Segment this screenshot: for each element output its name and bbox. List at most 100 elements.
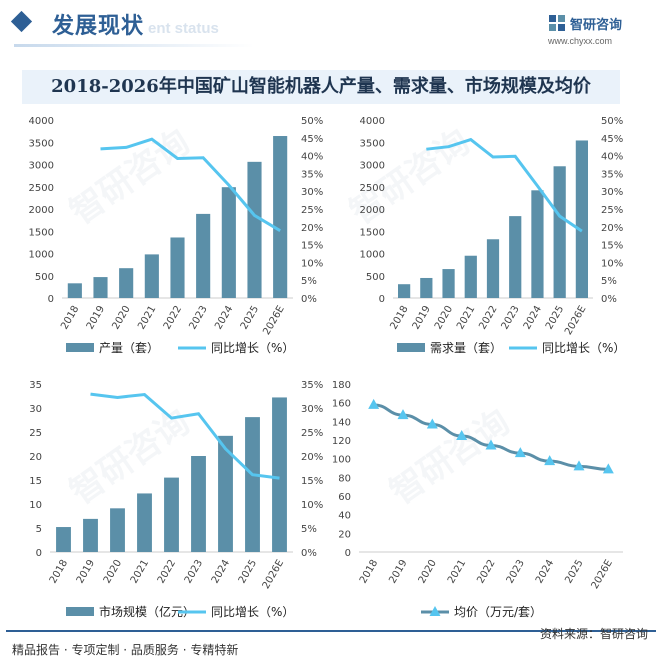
- section-header: 发展现状 ent status: [0, 0, 662, 56]
- growth-rate-line: [100, 137, 281, 233]
- y2-axis-tick-label: 20%: [301, 223, 323, 234]
- legend-label: 产量（套）: [99, 341, 159, 355]
- price-marker: [544, 455, 556, 466]
- y2-axis-tick-label: 25%: [301, 205, 323, 216]
- y2-axis-tick-label: 0%: [601, 294, 617, 305]
- x-axis-tick-label: 2023: [505, 558, 527, 586]
- x-axis-tick-label: 2019: [387, 558, 409, 586]
- bar: [144, 254, 159, 298]
- brand: 智研咨询 www.chyxx.com: [548, 14, 648, 50]
- bar: [170, 237, 185, 298]
- section-title: 发展现状: [52, 13, 145, 39]
- bar: [196, 213, 211, 298]
- legend-label: 同比增长（%）: [211, 605, 294, 619]
- bar: [245, 417, 260, 552]
- y2-axis-tick-label: 30%: [601, 187, 623, 198]
- section-underline: [14, 44, 254, 47]
- y-axis-tick-label: 120: [332, 436, 351, 447]
- y-axis-tick-label: 30: [29, 404, 42, 415]
- y-axis-tick-label: 500: [35, 272, 54, 283]
- bar: [56, 527, 71, 552]
- x-axis-tick-label: 2018: [388, 304, 410, 332]
- x-axis-tick-label: 2022: [477, 304, 499, 332]
- x-axis-tick-label: 2020: [417, 558, 439, 586]
- x-axis-tick-label: 2018: [59, 304, 81, 332]
- production-chart: 0 500 1000 1500 2000 2500 3000 3500 4000 0% 5% 10% 1…: [29, 116, 324, 355]
- x-axis-tick-label: 2021: [455, 304, 477, 332]
- x-axis-tick-label: 2022: [162, 304, 184, 332]
- y2-axis-tick-label: 15%: [601, 241, 623, 252]
- y2-axis-tick-label: 50%: [301, 116, 323, 127]
- x-axis-tick-label: 2019: [411, 304, 433, 332]
- footer: 精品报告 · 专项定制 · 品质服务 · 专精特新 资料来源：智研咨询: [0, 627, 662, 664]
- y2-axis-tick-label: 50%: [601, 116, 623, 127]
- y2-axis-tick-label: 30%: [301, 404, 323, 415]
- x-axis-tick-label: 2024: [522, 304, 544, 332]
- bar: [110, 508, 125, 552]
- y2-axis-tick-label: 15%: [301, 476, 323, 487]
- x-axis-tick-label: 2020: [102, 558, 124, 586]
- price-marker: [368, 398, 380, 409]
- main-title: 2018-2026年中国矿山智能机器人产量、需求量、市场规模及均价: [22, 70, 620, 104]
- footer-divider: [6, 630, 656, 632]
- bar: [191, 456, 206, 552]
- brand-logo-icon: [549, 15, 565, 31]
- y-axis-tick-label: 1500: [360, 227, 385, 238]
- market-size-chart: 051015202530350%5%10%15%20%25%30%35%2018…: [29, 380, 323, 619]
- legend-bar-swatch: [66, 607, 94, 616]
- avg-price-chart: 0 20 40 60 80 100 120 140 160 180 2018 2019 2020 2021…: [332, 380, 623, 619]
- bar: [420, 277, 433, 298]
- bar: [67, 283, 82, 298]
- y2-axis-tick-label: 0%: [301, 294, 317, 305]
- brand-name: 智研咨询: [570, 18, 623, 33]
- y-axis-tick-label: 500: [366, 272, 385, 283]
- avg-price-line: [373, 403, 609, 471]
- y2-axis-tick-label: 35%: [301, 169, 323, 180]
- bar: [247, 161, 262, 298]
- y2-axis-tick-label: 30%: [301, 187, 323, 198]
- x-axis-tick-label: 2025: [237, 558, 259, 586]
- y-axis-tick-label: 100: [332, 455, 351, 466]
- x-axis-tick-label: 2019: [75, 558, 97, 586]
- y2-axis-tick-label: 45%: [301, 134, 323, 145]
- legend-bar-swatch: [397, 343, 425, 352]
- bar: [137, 493, 152, 552]
- y-axis-tick-label: 2000: [29, 205, 54, 216]
- y-axis-tick-label: 20: [338, 529, 351, 540]
- legend-label: 同比增长（%）: [542, 341, 625, 355]
- y-axis-tick-label: 140: [332, 417, 351, 428]
- y-axis-tick-label: 3500: [360, 138, 385, 149]
- bar: [531, 190, 544, 298]
- x-axis-tick-label: 2021: [129, 558, 151, 586]
- x-axis-tick-label: 2022: [156, 558, 178, 586]
- price-marker: [602, 463, 614, 474]
- footer-tagline: 精品报告 · 专项定制 · 品质服务 · 专精特新: [12, 643, 239, 657]
- y-axis-tick-label: 2000: [360, 205, 385, 216]
- y-axis-tick-label: 15: [29, 476, 42, 487]
- data-source: 资料来源：智研咨询: [539, 627, 648, 641]
- y-axis-tick-label: 2500: [360, 183, 385, 194]
- x-axis-tick-label: 2026E: [261, 558, 286, 591]
- price-marker: [426, 418, 438, 429]
- bar: [486, 239, 500, 298]
- x-axis-tick-label: 2022: [475, 558, 497, 586]
- diamond-icon: [10, 10, 33, 33]
- y2-axis-tick-label: 25%: [301, 428, 323, 439]
- y-axis-tick-label: 1000: [29, 250, 54, 261]
- y-axis-tick-label: 40: [338, 511, 351, 522]
- y2-axis-tick-label: 10%: [301, 500, 323, 511]
- bar: [272, 397, 287, 552]
- x-axis-tick-label: 2020: [111, 304, 133, 332]
- price-marker: [456, 429, 468, 440]
- y2-axis-tick-label: 5%: [601, 276, 617, 287]
- y2-axis-tick-label: 5%: [301, 276, 317, 287]
- x-axis-tick-label: 2021: [136, 304, 158, 332]
- y2-axis-tick-label: 15%: [301, 241, 323, 252]
- bar: [119, 268, 134, 298]
- bar: [575, 140, 588, 298]
- y2-axis-tick-label: 0%: [301, 548, 317, 559]
- legend-label: 市场规模（亿元）: [99, 604, 195, 619]
- y2-axis-tick-label: 35%: [601, 169, 623, 180]
- bar: [442, 269, 455, 298]
- x-axis-tick-label: 2018: [358, 558, 380, 586]
